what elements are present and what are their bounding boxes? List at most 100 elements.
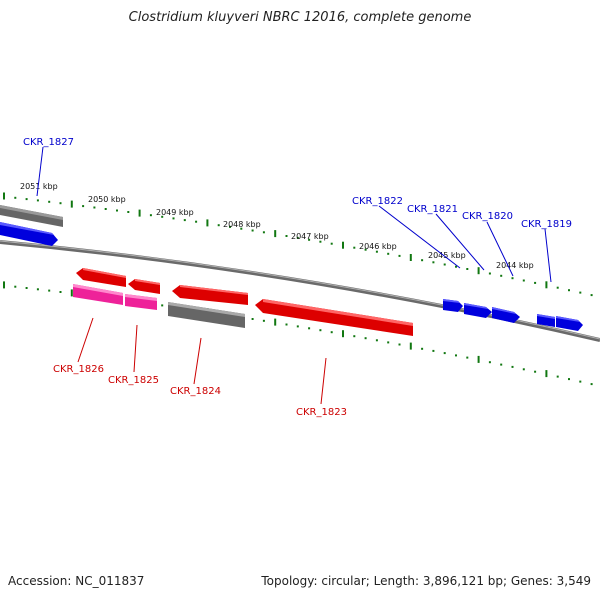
scale-minor-tick [466,356,469,359]
scale-minor-tick [364,248,367,251]
scale-minor-tick [579,291,582,294]
gene-ckr-1827[interactable] [0,222,58,246]
scale-major-tick [409,254,412,261]
scale-minor-tick [364,337,367,340]
scale-minor-tick [59,291,62,293]
scale-minor-tick [161,304,164,307]
label-ckr-1825[interactable]: CKR_1825 [108,375,159,386]
gene-ckr-1820[interactable] [492,307,520,323]
scale-major-tick [545,370,548,378]
scale-minor-tick [556,375,559,378]
scale-major-tick [409,342,412,350]
scale-minor-tick [48,289,51,292]
scale-minor-tick [511,277,514,280]
scale-minor-tick [262,231,265,234]
leader-ckr-1819 [544,228,552,283]
scale-major-tick [70,200,73,208]
scale-minor-tick [93,206,96,209]
scale-minor-tick [500,363,503,366]
scale-minor-tick [534,281,537,284]
scale-minor-tick [14,196,17,199]
scale-minor-tick [251,318,254,320]
gene-ckr-1821[interactable] [464,303,492,318]
scale-minor-tick [36,288,39,291]
scale-label-2047: 2047 kbp [291,232,329,241]
scale-minor-tick [59,202,62,205]
gene-red-a[interactable] [76,268,126,287]
scale-minor-tick [387,252,390,255]
scale-label-2051: 2051 kbp [20,182,58,191]
genome-summary-label: Topology: circular; Length: 3,896,121 bp… [261,574,591,588]
label-ckr-1827[interactable]: CKR_1827 [23,137,74,148]
scale-minor-tick [330,242,333,245]
leader-ckr-1822 [378,205,461,269]
upper-scale-track [3,192,593,297]
label-ckr-1819[interactable]: CKR_1819 [521,219,572,230]
leader-ckr-1825 [133,324,138,373]
scale-minor-tick [296,236,299,239]
label-ckr-1820[interactable]: CKR_1820 [462,211,513,222]
scale-minor-tick [375,339,378,342]
label-ckr-1821[interactable]: CKR_1821 [407,204,458,215]
scale-minor-tick [229,225,231,228]
gene-grey-topleft[interactable] [0,205,63,227]
scale-minor-tick [195,220,198,223]
gene-ckr-1826-shape[interactable] [73,284,123,305]
scale-major-tick [342,241,344,249]
gene-red-c[interactable] [172,285,248,305]
scale-minor-tick [353,246,356,249]
scale-major-tick [70,289,73,297]
genome-backbone [0,240,600,342]
gene-ckr-1823-shape[interactable] [255,299,413,336]
gene-red-b[interactable] [128,279,160,294]
scale-minor-tick [104,208,107,210]
scale-minor-tick [443,352,446,355]
scale-minor-tick [353,335,356,338]
scale-minor-tick [590,294,593,297]
scale-minor-tick [48,200,51,203]
scale-minor-tick [25,198,28,201]
scale-label-2044: 2044 kbp [496,261,534,270]
scale-major-tick [545,281,548,289]
scale-minor-tick [432,349,435,352]
scale-minor-tick [172,217,175,220]
scale-minor-tick [330,331,333,334]
scale-minor-tick [183,219,186,222]
scale-major-tick [274,230,277,238]
gene-ckr-1819a[interactable] [537,314,555,327]
scale-label-2046: 2046 kbp [359,242,397,251]
scale-minor-tick [590,383,593,386]
label-ckr-1822[interactable]: CKR_1822 [352,196,403,207]
scale-minor-tick [522,279,525,282]
leader-ckr-1826 [77,317,94,363]
scale-major-tick [477,267,480,275]
scale-minor-tick [149,214,152,217]
scale-minor-tick [522,368,525,371]
scale-label-2045: 2045 kbp [428,251,466,260]
scale-minor-tick [262,319,265,322]
scale-minor-tick [579,380,582,383]
gene-ckr-1822[interactable] [443,299,463,312]
scale-minor-tick [240,227,243,230]
scale-minor-tick [568,289,570,292]
gene-ckr-1819[interactable] [556,316,583,331]
gene-ckr-1825-shape[interactable] [125,294,157,310]
scale-minor-tick [296,325,299,328]
scale-minor-tick [36,199,39,202]
scale-minor-tick [251,229,254,232]
scale-label-2049: 2049 kbp [156,208,194,217]
label-ckr-1826[interactable]: CKR_1826 [53,364,104,375]
scale-minor-tick [285,235,288,237]
scale-minor-tick [432,261,435,264]
scale-minor-tick [534,370,537,373]
scale-minor-tick [500,274,503,277]
label-ckr-1824[interactable]: CKR_1824 [170,386,221,397]
scale-minor-tick [398,254,401,257]
label-ckr-1823[interactable]: CKR_1823 [296,407,347,418]
accession-label: Accession: NC_011837 [8,574,145,588]
scale-minor-tick [308,327,311,330]
leader-ckr-1823 [320,357,327,405]
gene-ckr-1824-shape[interactable] [168,302,245,328]
